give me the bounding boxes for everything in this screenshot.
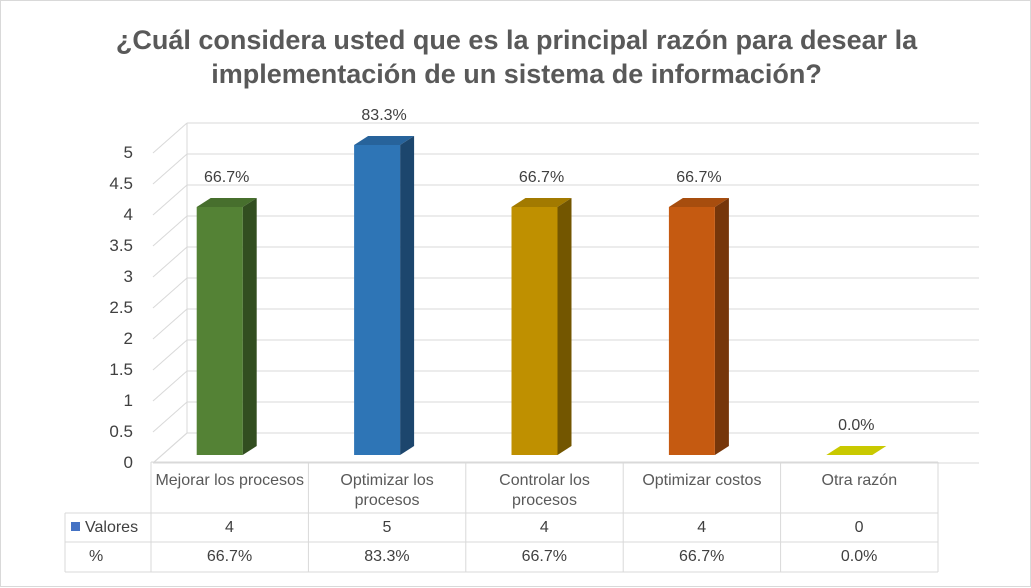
wall-gridline xyxy=(152,184,188,216)
category-label: Optimizar los procesos xyxy=(340,472,434,509)
wall-gridline xyxy=(152,122,188,154)
category-label: Otra razón xyxy=(821,472,898,489)
bar xyxy=(511,207,558,455)
category-label: Controlar los procesos xyxy=(499,472,590,509)
chart-title: ¿Cuál considera usted que es la principa… xyxy=(115,25,918,89)
category-label: Mejorar los procesos xyxy=(155,472,304,489)
bar-side xyxy=(557,198,572,455)
wall-gridline xyxy=(152,246,188,278)
bar-side xyxy=(714,198,729,455)
bar-side xyxy=(400,136,415,455)
bar-top xyxy=(668,198,729,207)
bar xyxy=(668,207,715,455)
y-tick-label: 0 xyxy=(123,453,133,472)
data-label: 66.7% xyxy=(676,169,722,186)
legend-key xyxy=(71,522,80,531)
bar-side xyxy=(242,198,257,455)
wall-gridline xyxy=(152,401,188,433)
y-tick-label: 4 xyxy=(123,205,133,224)
table-cell: 4 xyxy=(539,519,549,536)
bar-top xyxy=(511,198,572,207)
table-cell: 66.7% xyxy=(521,548,567,565)
table-row-label: % xyxy=(89,548,104,565)
table-row-label: Valores xyxy=(71,518,138,538)
category-label: Optimizar costos xyxy=(642,472,762,489)
y-tick-label: 3.5 xyxy=(109,236,133,255)
table-cell: 0 xyxy=(854,519,864,536)
floor-edge xyxy=(152,432,188,464)
bar-top xyxy=(354,136,415,145)
wall-gridline xyxy=(152,277,188,309)
wall-gridline xyxy=(152,215,188,247)
wall-gridline xyxy=(152,339,188,371)
data-label: 0.0% xyxy=(838,417,875,434)
y-tick-label: 0.5 xyxy=(109,422,133,441)
wall-gridline xyxy=(152,153,188,185)
table-cell: 4 xyxy=(225,519,234,536)
table-cell: 66.7% xyxy=(679,548,725,565)
y-tick-label: 4.5 xyxy=(109,174,133,193)
y-tick-label: 5 xyxy=(123,143,133,162)
table-cell: 4 xyxy=(697,519,707,536)
table-cell: 66.7% xyxy=(206,548,253,565)
y-tick-label: 1.5 xyxy=(109,360,133,379)
bar xyxy=(354,145,401,455)
table-cell: 0.0% xyxy=(840,548,878,565)
bar-top xyxy=(196,198,257,207)
wall-gridline xyxy=(152,308,188,340)
table-cell: 83.3% xyxy=(364,548,410,565)
wall-gridline xyxy=(152,370,188,402)
data-label: 83.3% xyxy=(361,107,407,124)
y-tick-label: 2 xyxy=(123,329,133,348)
table-cell: 5 xyxy=(382,519,392,536)
y-tick-label: 1 xyxy=(123,391,133,410)
y-tick-label: 2.5 xyxy=(109,298,133,317)
data-label: 66.7% xyxy=(518,169,565,186)
y-tick-label: 3 xyxy=(123,267,133,286)
data-label: 66.7% xyxy=(204,169,250,186)
bar xyxy=(196,207,243,455)
bar xyxy=(826,446,887,455)
